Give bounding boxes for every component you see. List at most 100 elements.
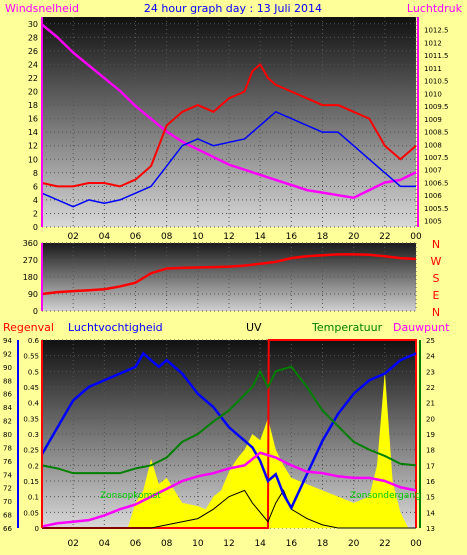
- y-rain-tick-label: 0.2: [28, 462, 39, 470]
- y-humidity-tick-label: 70: [3, 498, 12, 506]
- compass-label: N: [432, 306, 440, 319]
- y-temp-tick-label: 16: [426, 478, 435, 486]
- y-rain-tick-label: 0.05: [23, 509, 39, 517]
- y-humidity-tick-label: 90: [3, 364, 12, 372]
- series-line-luchtdruk: [41, 23, 417, 199]
- y-left-tick-label: 360: [23, 239, 38, 248]
- y-rain-tick-label: 0: [35, 525, 39, 533]
- y-right-tick-label: 1010: [424, 90, 442, 98]
- y-left-tick-label: 24: [28, 60, 38, 69]
- y-left-tick-label: 30: [28, 20, 38, 29]
- y-right-tick-label: 1007.5: [424, 154, 449, 162]
- series-line-dauwpunt: [41, 451, 417, 528]
- temperature-label: Temperatuur: [311, 321, 383, 334]
- y-temp-tick-label: 14: [426, 509, 435, 517]
- pressure-axis-label: Luchtdruk: [407, 2, 463, 15]
- y-left-tick-label: 180: [23, 273, 38, 282]
- x-tick-label: 16: [286, 232, 298, 242]
- y-humidity-tick-label: 84: [3, 404, 12, 412]
- y-humidity-tick-label: 92: [3, 350, 12, 358]
- y-right-tick-label: 1012.5: [424, 27, 449, 35]
- x-tick-label: 06: [130, 539, 142, 549]
- x-tick-label: 20: [348, 232, 360, 242]
- y-right-tick-label: 1011.5: [424, 52, 449, 60]
- y-humidity-tick-label: 86: [3, 391, 12, 399]
- y-left-tick-label: 8: [33, 169, 38, 178]
- y-temp-tick-label: 21: [426, 400, 435, 408]
- y-temp-tick-label: 24: [426, 353, 435, 361]
- y-temp-tick-label: 18: [426, 447, 435, 455]
- uv-label: UV: [246, 321, 262, 334]
- y-left-tick-label: 270: [23, 256, 38, 265]
- x-tick-label: 02: [67, 539, 78, 549]
- x-tick-label: 12: [223, 539, 234, 549]
- y-left-tick-label: 14: [28, 128, 38, 137]
- compass-label: S: [433, 272, 440, 285]
- x-tick-label: 08: [161, 539, 173, 549]
- x-tick-label: 00: [410, 539, 422, 549]
- y-rain-tick-label: 0.3: [28, 431, 39, 439]
- y-humidity-tick-label: 88: [3, 377, 12, 385]
- y-right-tick-label: 1008.5: [424, 129, 449, 137]
- y-temp-tick-label: 25: [426, 337, 435, 345]
- y-temp-tick-label: 23: [426, 368, 435, 376]
- x-tick-label: 20: [348, 539, 360, 549]
- x-tick-label: 04: [99, 232, 111, 242]
- x-tick-label: 02: [67, 232, 78, 242]
- y-left-tick-label: 18: [28, 101, 38, 110]
- x-tick-label: 06: [130, 232, 142, 242]
- x-tick-label: 22: [379, 539, 390, 549]
- x-tick-label: 10: [192, 232, 204, 242]
- y-temp-tick-label: 22: [426, 384, 435, 392]
- windspeed-axis-label: Windsnelheid: [5, 2, 79, 15]
- y-humidity-tick-label: 78: [3, 444, 12, 452]
- y-temp-tick-label: 17: [426, 462, 435, 470]
- y-humidity-tick-label: 76: [3, 458, 12, 466]
- compass-label: E: [433, 289, 440, 302]
- y-right-tick-label: 1010.5: [424, 78, 449, 86]
- y-left-tick-label: 4: [33, 196, 38, 205]
- y-right-tick-label: 1005.5: [424, 205, 449, 213]
- y-right-tick-label: 1006.5: [424, 179, 449, 187]
- y-right-tick-label: 1012: [424, 39, 442, 47]
- y-left-tick-label: 2: [33, 209, 38, 218]
- x-tick-label: 22: [379, 232, 390, 242]
- y-right-tick-label: 1009.5: [424, 103, 449, 111]
- y-right-tick-label: 1009: [424, 116, 442, 124]
- series-line-windrichting: [41, 253, 417, 296]
- series-line-temperatuur: [41, 365, 417, 475]
- x-tick-label: 04: [99, 539, 111, 549]
- sunset-annotation: Zonsondergang: [350, 491, 421, 501]
- rain-label: Regenval: [3, 321, 54, 334]
- y-temp-tick-label: 15: [426, 494, 435, 502]
- series-line-luchtvochtigheid: [40, 351, 417, 511]
- y-rain-tick-label: 0.15: [23, 478, 39, 486]
- y-rain-tick-label: 0.1: [28, 494, 39, 502]
- series-line-windstoot: [41, 111, 416, 208]
- dewpoint-label: Dauwpunt: [393, 321, 450, 334]
- x-tick-label: 14: [254, 232, 266, 242]
- y-left-tick-label: 16: [28, 115, 38, 124]
- compass-label: W: [431, 255, 442, 268]
- y-left-tick-label: 10: [28, 155, 38, 164]
- x-tick-label: 12: [223, 232, 234, 242]
- chart-title: 24 hour graph day : 13 Juli 2014: [144, 2, 322, 15]
- y-humidity-tick-label: 80: [3, 431, 12, 439]
- y-left-tick-label: 28: [28, 33, 38, 42]
- y-right-tick-label: 1008: [424, 141, 442, 149]
- y-right-tick-label: 1007: [424, 167, 442, 175]
- y-rain-tick-label: 0.4: [28, 400, 40, 408]
- humidity-label: Luchtvochtigheid: [68, 321, 163, 334]
- x-tick-label: 08: [161, 232, 173, 242]
- y-rain-tick-label: 0.5: [28, 368, 39, 376]
- y-left-tick-label: 12: [28, 142, 38, 151]
- y-left-tick-label: 20: [28, 88, 38, 97]
- series-line-windsnelheid: [41, 63, 417, 188]
- y-left-tick-label: 6: [33, 182, 38, 191]
- y-right-tick-label: 1006: [424, 192, 442, 200]
- y-left-tick-label: 26: [28, 47, 38, 56]
- compass-label: N: [432, 238, 440, 251]
- y-temp-tick-label: 20: [426, 415, 435, 423]
- y-humidity-tick-label: 68: [3, 512, 12, 520]
